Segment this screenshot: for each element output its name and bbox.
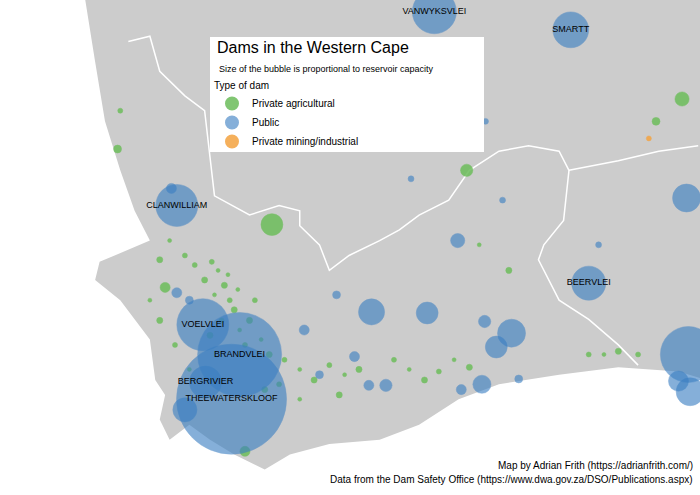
svg-text:THEEWATERSKLOOF: THEEWATERSKLOOF — [186, 393, 279, 403]
svg-text:SMARTT: SMARTT — [552, 24, 589, 34]
svg-text:Private mining/industrial: Private mining/industrial — [252, 136, 358, 147]
svg-text:Public: Public — [252, 117, 279, 128]
svg-text:BERGRIVIER: BERGRIVIER — [178, 376, 234, 386]
svg-text:Size of the bubble is proporti: Size of the bubble is proportional to re… — [219, 64, 434, 74]
svg-text:BEERVLEI: BEERVLEI — [567, 277, 611, 287]
svg-text:Dams in the Western Cape: Dams in the Western Cape — [217, 39, 409, 56]
svg-text:VOELVLEI: VOELVLEI — [181, 319, 224, 329]
svg-text:Data from the Dam Safety Offic: Data from the Dam Safety Office (https:/… — [330, 474, 693, 485]
svg-text:Map by Adrian Frith (https://a: Map by Adrian Frith (https://adrianfrith… — [498, 460, 693, 471]
svg-text:VANWYKSVLEI: VANWYKSVLEI — [402, 6, 466, 16]
svg-text:BRANDVLEI: BRANDVLEI — [214, 349, 265, 359]
svg-text:CLANWILLIAM: CLANWILLIAM — [146, 200, 207, 210]
svg-text:Type of dam: Type of dam — [214, 80, 269, 91]
svg-text:Private agricultural: Private agricultural — [252, 98, 335, 109]
